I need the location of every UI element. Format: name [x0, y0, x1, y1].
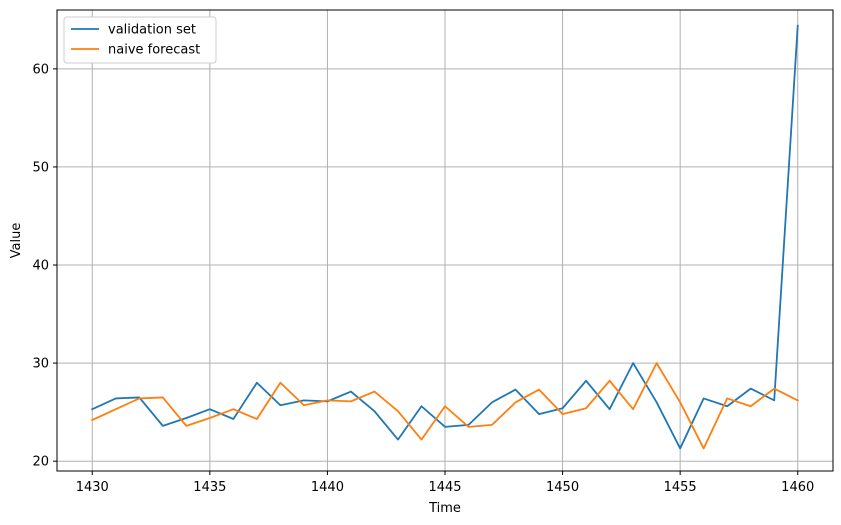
- series-line-validation-set: [91, 24, 799, 450]
- grid-lines: [57, 10, 833, 471]
- y-tick-label: 60: [32, 62, 49, 77]
- x-tick-label: 1460: [781, 480, 814, 495]
- x-axis-label: Time: [428, 501, 461, 516]
- y-tick-label: 40: [32, 259, 49, 274]
- y-tick-label: 30: [32, 357, 49, 372]
- x-tick-label: 1430: [76, 480, 109, 495]
- x-tick-label: 1450: [546, 480, 579, 495]
- series-line-naive-forecast: [91, 362, 799, 450]
- legend-label-validation-set: validation set: [108, 23, 196, 38]
- y-tick-label: 20: [32, 455, 49, 470]
- y-tick-label: 50: [32, 160, 49, 175]
- legend-label-naive-forecast: naive forecast: [108, 43, 200, 58]
- x-tick-label: 1455: [664, 480, 697, 495]
- x-tick-label: 1440: [311, 480, 344, 495]
- legend: validation set naive forecast: [63, 16, 217, 64]
- x-tick-label: 1445: [428, 480, 461, 495]
- legend-frame: [63, 16, 217, 64]
- series-lines: [91, 24, 799, 450]
- axis-ticks: 1430 1435 1440 1445 1450 1455 1460 20 30 40 50 60: [32, 62, 814, 495]
- x-tick-label: 1435: [193, 480, 226, 495]
- y-axis-label: Value: [9, 223, 24, 259]
